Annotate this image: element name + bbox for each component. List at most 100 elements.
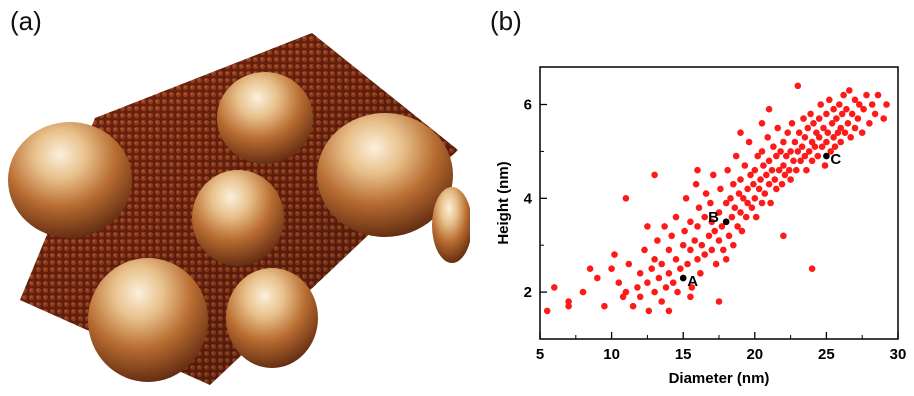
x-tick-label: 5 xyxy=(536,346,544,363)
data-point xyxy=(866,120,873,127)
data-point xyxy=(565,302,572,310)
data-point xyxy=(757,176,764,183)
data-point xyxy=(651,171,658,179)
data-point xyxy=(651,288,658,296)
data-point xyxy=(838,110,846,118)
data-point xyxy=(722,199,730,207)
data-point xyxy=(831,143,839,150)
data-point xyxy=(826,96,833,104)
data-point xyxy=(742,213,750,221)
data-point xyxy=(740,195,747,202)
data-point xyxy=(712,260,720,268)
data-point xyxy=(848,110,856,118)
data-point xyxy=(674,288,681,296)
data-point xyxy=(644,223,651,230)
data-point xyxy=(648,265,655,273)
data-point xyxy=(863,91,870,99)
data-point xyxy=(687,246,694,254)
panel-b-label: (b) xyxy=(490,6,522,36)
marked-point-b xyxy=(722,218,730,226)
data-point xyxy=(694,166,701,174)
data-point xyxy=(708,218,716,226)
data-point xyxy=(773,152,780,160)
data-point xyxy=(840,91,847,99)
data-point xyxy=(808,157,816,165)
data-point xyxy=(846,87,853,94)
x-axis-label: Diameter (nm) xyxy=(669,370,770,387)
data-point xyxy=(722,255,730,263)
data-point xyxy=(694,255,701,263)
data-point xyxy=(874,91,882,99)
data-point xyxy=(791,138,799,146)
data-point xyxy=(745,138,753,146)
scatter-chart: A B C 5 10 15 20 25 30 2 4 6 Diameter (nm) Height… xyxy=(470,0,914,391)
data-point xyxy=(837,124,844,132)
data-point xyxy=(843,105,850,113)
data-point xyxy=(688,284,696,291)
data-point xyxy=(710,171,717,179)
data-point xyxy=(795,129,803,136)
data-point xyxy=(730,180,737,188)
data-point xyxy=(868,101,876,108)
y-axis-label: Height (nm) xyxy=(495,161,512,244)
data-point xyxy=(655,274,663,282)
data-point xyxy=(780,232,787,240)
data-point xyxy=(851,96,859,104)
data-point xyxy=(794,148,802,155)
data-points xyxy=(543,82,890,315)
data-point xyxy=(738,227,746,235)
data-point xyxy=(586,265,594,273)
data-point xyxy=(724,166,731,174)
data-point xyxy=(731,204,739,211)
data-point xyxy=(765,105,773,113)
data-point xyxy=(811,143,819,150)
data-point xyxy=(755,185,763,193)
data-point xyxy=(784,129,791,136)
data-point xyxy=(701,213,708,221)
data-point xyxy=(737,129,744,136)
data-point xyxy=(698,241,706,249)
data-point xyxy=(654,237,661,244)
data-point xyxy=(692,180,700,188)
data-point xyxy=(634,284,641,291)
data-point xyxy=(677,265,684,273)
data-point xyxy=(681,227,688,235)
data-point xyxy=(858,129,866,136)
y-tick-label: 6 xyxy=(524,97,532,114)
data-point xyxy=(715,298,723,305)
data-point xyxy=(774,124,781,132)
data-point xyxy=(787,176,794,183)
data-point xyxy=(788,120,796,127)
data-point xyxy=(636,270,644,277)
x-axis-ticks: 5 10 15 20 25 30 xyxy=(536,332,906,363)
y-axis-ticks: 2 4 6 xyxy=(524,97,547,301)
data-point xyxy=(823,110,830,118)
data-point xyxy=(625,260,633,268)
data-point xyxy=(805,148,813,155)
x-tick-label: 15 xyxy=(675,346,692,363)
data-point xyxy=(856,101,863,108)
data-point xyxy=(732,152,740,160)
data-point xyxy=(672,255,680,263)
data-point xyxy=(629,302,637,310)
data-point xyxy=(695,204,703,211)
data-point xyxy=(662,284,670,291)
data-point xyxy=(810,120,817,127)
data-point xyxy=(665,270,673,277)
data-point xyxy=(543,307,551,315)
data-point xyxy=(668,232,675,240)
data-point xyxy=(765,180,773,188)
data-point xyxy=(565,298,572,305)
data-point xyxy=(750,180,757,188)
data-point xyxy=(847,134,854,141)
data-point xyxy=(771,176,779,183)
data-point xyxy=(781,171,789,179)
data-point xyxy=(720,246,727,254)
data-point xyxy=(644,279,651,287)
x-tick-label: 10 xyxy=(603,346,620,363)
data-point xyxy=(800,115,807,122)
data-point xyxy=(551,284,558,291)
data-point xyxy=(767,199,774,207)
data-point xyxy=(823,138,830,146)
data-point xyxy=(794,82,802,90)
